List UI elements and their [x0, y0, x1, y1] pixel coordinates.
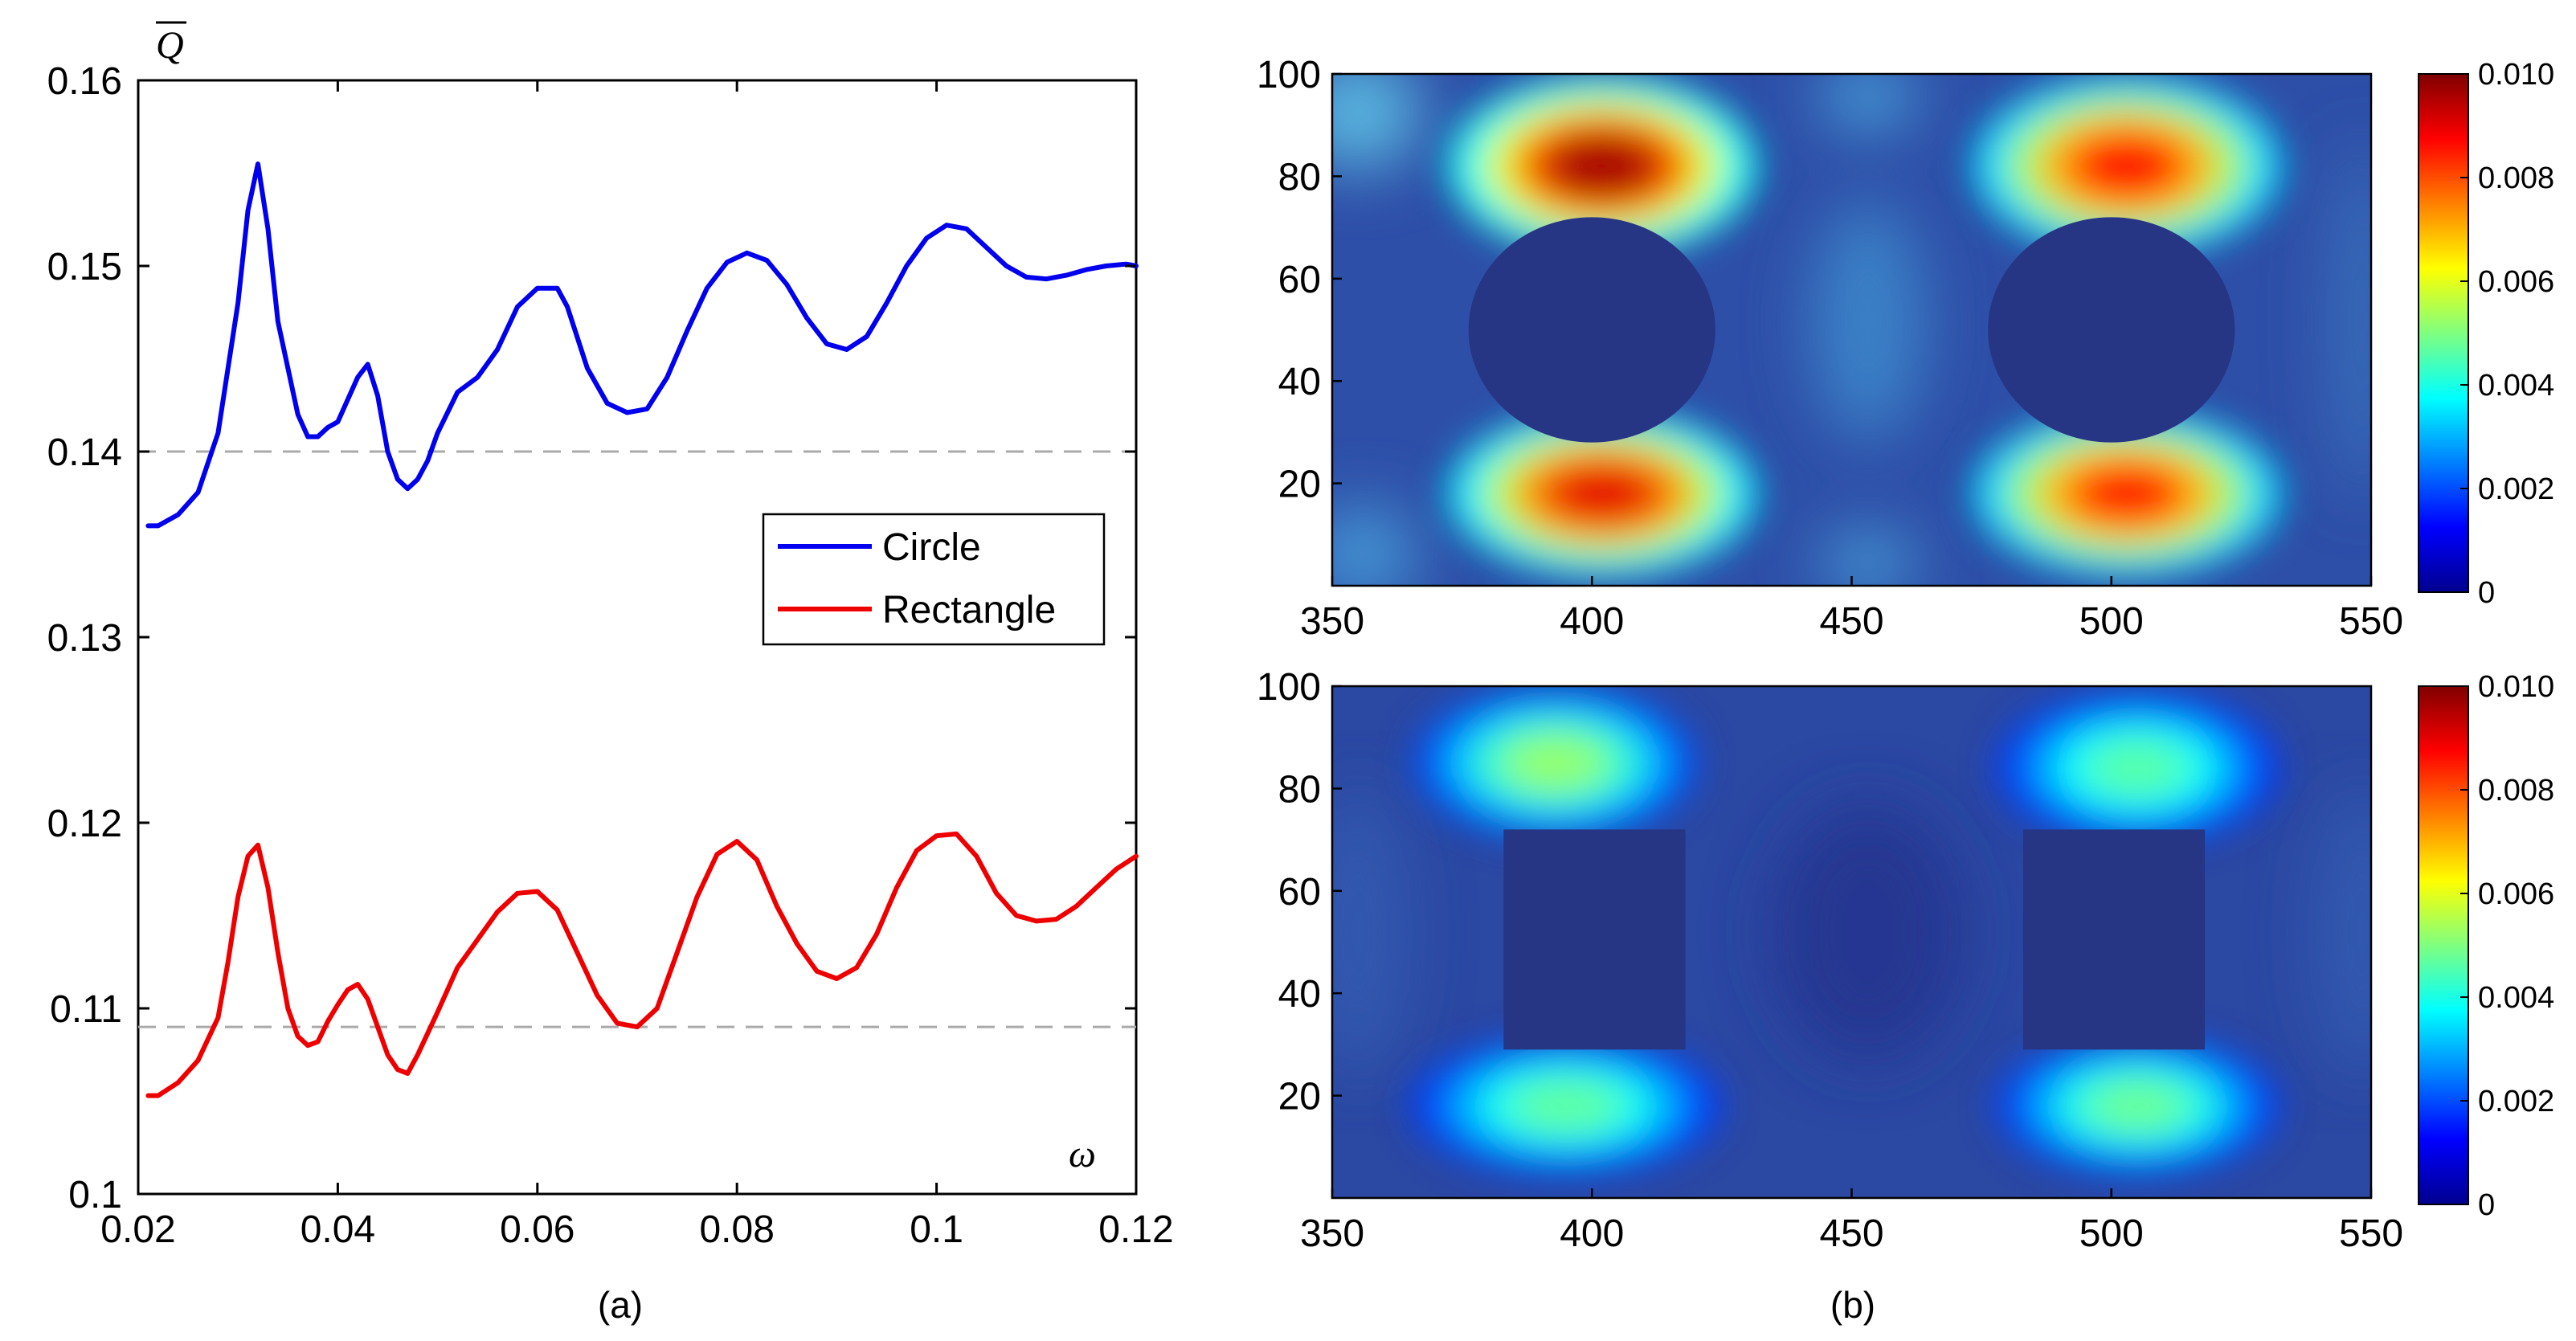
x-tick-label: 0.1 — [910, 1208, 963, 1251]
x-tick-label: 0.12 — [1098, 1208, 1173, 1251]
x-tick-label: 400 — [1560, 1212, 1624, 1255]
x-tick-label: 450 — [1819, 600, 1883, 643]
heatmap-rectangle-field — [1332, 686, 2371, 1198]
caption-b: (b) — [1830, 1284, 1875, 1326]
y-tick-label: 40 — [1278, 973, 1321, 1016]
x-tick-label: 0.04 — [301, 1208, 375, 1251]
heatmap-circle-ambient — [1332, 74, 2371, 586]
colorbar-tick-label: 0.008 — [2478, 161, 2554, 195]
y-tick-label: 0.14 — [47, 431, 122, 474]
colorbar-tick-label: 0.004 — [2478, 369, 2554, 403]
y-tick-label: 60 — [1278, 259, 1321, 301]
heatmap-circle-obstacles — [1468, 217, 2235, 443]
heatmap-rectangle-ticks: 350 400 450 500 550 20 40 60 80 100 — [1257, 666, 2403, 1255]
x-tick-label: 0.02 — [100, 1208, 175, 1251]
x-tick-label: 550 — [2339, 600, 2403, 643]
hotspot-1-layer-4 — [1545, 133, 1660, 200]
colorbar-tick-label: 0 — [2478, 1188, 2495, 1222]
y-tick-label: 20 — [1278, 464, 1321, 506]
hotspot-3-layer-4 — [2085, 739, 2190, 796]
heatmap-circle-field — [1332, 74, 2371, 586]
obstacle-circle-2 — [1988, 217, 2235, 443]
colorbar-tick-label: 0.006 — [2478, 877, 2554, 911]
heatmap-rectangle-obstacles — [1503, 829, 2206, 1050]
x-tick-label: 400 — [1560, 600, 1624, 643]
x-tick-label: 500 — [2079, 1212, 2144, 1255]
obstacle-rectangle-1 — [1503, 829, 1686, 1050]
colorbar-bottom — [2418, 685, 2469, 1205]
y-axis-label-text: Q — [156, 24, 184, 67]
y-tick-label: 80 — [1278, 768, 1321, 811]
obstacle-circle-1 — [1468, 217, 1715, 443]
colorbar-tick-label: 0.010 — [2478, 670, 2554, 704]
x-tick-label: 450 — [1819, 1212, 1883, 1255]
x-tick-label: 0.08 — [699, 1208, 774, 1251]
y-tick-label: 0.15 — [47, 246, 122, 288]
x-tick-label: 550 — [2339, 1212, 2403, 1255]
colorbar-tick-label: 0 — [2478, 576, 2495, 610]
colorbar-tick-label: 0.008 — [2478, 774, 2554, 807]
heatmap-circle-panel: 350 400 450 500 550 20 40 60 80 100 0 0.002 0.004 0.… — [1257, 54, 2554, 643]
heatmap-rectangle-hotspots — [1411, 686, 2278, 1175]
obstacle-rectangle-2 — [2022, 829, 2206, 1050]
legend-label-rectangle: Rectangle — [882, 589, 1056, 632]
y-tick-label: 40 — [1278, 361, 1321, 403]
y-tick-label: 60 — [1278, 871, 1321, 914]
hotspot-1-layer-4 — [1503, 734, 1608, 791]
x-tick-label: 500 — [2079, 600, 2144, 643]
caption-a: (a) — [598, 1284, 643, 1326]
colorbar-tick-label: 0.004 — [2478, 981, 2554, 1015]
heatmap-rectangle-ambient — [1332, 787, 2371, 1077]
colorbar-tick-label: 0.002 — [2478, 1085, 2554, 1118]
legend-box — [762, 513, 1106, 646]
x-ticks: 0.02 0.04 0.06 0.08 0.1 0.12 — [100, 80, 1174, 1251]
y-tick-label: 0.11 — [50, 988, 122, 1031]
y-tick-label: 0.16 — [47, 60, 122, 103]
y-tick-label: 80 — [1278, 156, 1321, 198]
legend: Circle Rectangle — [762, 513, 1106, 646]
y-tick-label: 100 — [1257, 54, 1321, 96]
series-lines — [145, 161, 1139, 1098]
x-tick-label: 0.06 — [500, 1208, 574, 1251]
y-ticks: 0.1 0.11 0.12 0.13 0.14 0.15 0.16 — [47, 60, 1136, 1216]
y-tick-label: 20 — [1278, 1076, 1321, 1118]
hotspot-2-layer-4 — [1545, 463, 1660, 525]
heatmap-rectangle-panel: 350 400 450 500 550 20 40 60 80 100 0 0.002 0.004 0.… — [1257, 666, 2554, 1326]
hotspot-3-layer-4 — [2070, 133, 2185, 200]
x-axis-label: ω — [1069, 1133, 1096, 1175]
colorbar-top-ticks: 0 0.002 0.004 0.006 0.008 0.010 — [2460, 58, 2554, 610]
y-axis-label: Q — [156, 21, 186, 67]
hotspot-4-layer-4 — [2085, 1080, 2190, 1132]
series-line-rectangle — [145, 831, 1139, 1098]
y-tick-label: 100 — [1257, 666, 1321, 709]
heatmap-circle-hotspots — [1448, 76, 2282, 577]
x-tick-label: 350 — [1300, 1212, 1364, 1255]
y-tick-label: 0.13 — [47, 617, 122, 660]
y-tick-label: 0.1 — [68, 1174, 122, 1216]
heatmap-circle-ticks: 350 400 450 500 550 20 40 60 80 100 — [1257, 54, 2403, 643]
legend-label-circle: Circle — [882, 526, 981, 569]
hotspot-2-layer-4 — [1508, 1080, 1624, 1132]
colorbar-tick-label: 0.006 — [2478, 265, 2554, 299]
colorbar-tick-label: 0.002 — [2478, 472, 2554, 506]
colorbar-bottom-ticks: 0 0.002 0.004 0.006 0.008 0.010 — [2460, 670, 2554, 1222]
x-tick-label: 350 — [1300, 600, 1364, 643]
line-chart-panel-a: 0.02 0.04 0.06 0.08 0.1 0.12 0.10.110.120.130… — [47, 21, 1174, 1326]
y-tick-label: 0.12 — [47, 803, 122, 845]
colorbar-tick-label: 0.010 — [2478, 58, 2554, 92]
colorbar-top — [2418, 73, 2469, 593]
hotspot-4-layer-4 — [2070, 463, 2185, 525]
series-line-circle — [145, 161, 1139, 529]
